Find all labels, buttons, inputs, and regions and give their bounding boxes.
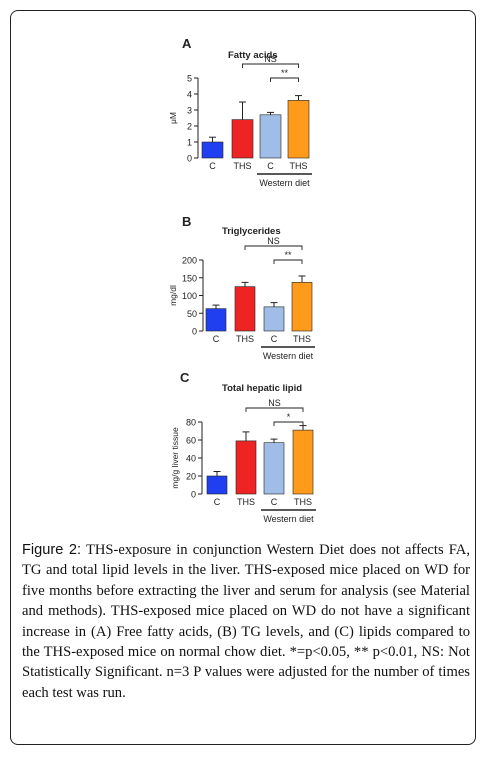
panel-a-bar <box>259 114 282 159</box>
panel-b-category-label: THS <box>236 334 254 344</box>
panel-c-y-axis-label: mg/g liver tissue <box>170 427 180 489</box>
figure-caption: Figure 2: THS-exposure in conjunction We… <box>22 540 470 703</box>
panel-c-y-tick-label: 40 <box>186 454 196 464</box>
panel-a-category-label: C <box>209 161 216 171</box>
panel-c-title: Total hepatic lipid <box>222 383 302 394</box>
panel-b-y-tick-label: 50 <box>187 309 197 319</box>
panel-c-category-label: THS <box>237 497 255 507</box>
panel-a-category-label: THS <box>234 161 252 171</box>
panel-c-category-label: C <box>214 497 221 507</box>
panel-a-y-tick-label: 2 <box>187 122 192 132</box>
panel-c-category-label: C <box>271 497 278 507</box>
panel-c-significance-bracket <box>273 421 304 426</box>
panel-a-significance-bracket <box>242 63 299 68</box>
panel-a-y-tick-label: 0 <box>187 154 192 164</box>
panel-c-bar <box>263 442 285 495</box>
panel-b-category-label: C <box>271 334 278 344</box>
panel-a-y-tick-label: 5 <box>187 74 192 84</box>
panel-b-bar <box>205 308 227 332</box>
panel-b-significance-bracket <box>244 245 303 250</box>
panel-a-significance-bracket <box>270 77 299 82</box>
panel-a-category-label: THS <box>290 161 308 171</box>
panel-c-significance-label: * <box>287 412 291 422</box>
panel-c-y-tick-label: 60 <box>186 436 196 446</box>
panel-b-y-tick-label: 0 <box>192 327 197 337</box>
panel-c-bar <box>292 429 314 495</box>
panel-b-bar <box>234 286 256 332</box>
panel-b-title: Triglycerides <box>222 226 281 237</box>
panel-a-significance-label: ** <box>281 68 289 78</box>
panel-b-y-tick-label: 150 <box>182 273 197 283</box>
panel-a-y-tick-label: 1 <box>187 138 192 148</box>
panel-c-y-tick-label: 0 <box>191 490 196 500</box>
panel-b-significance-label: NS <box>267 236 280 246</box>
panel-b-group-label: Western diet <box>263 351 314 361</box>
panel-c-bar <box>206 475 228 495</box>
panel-c-significance-bracket <box>245 407 304 412</box>
panel-a-bar <box>231 119 254 159</box>
panel-b-letter: B <box>182 214 191 229</box>
panel-a-y-tick-label: 4 <box>187 90 192 100</box>
panel-c-category-label: THS <box>294 497 312 507</box>
panel-b-y-tick-label: 100 <box>182 291 197 301</box>
panel-c-y-tick-label: 20 <box>186 472 196 482</box>
panel-b-bar <box>291 282 313 332</box>
panel-a-y-tick-label: 3 <box>187 106 192 116</box>
panel-c-letter: C <box>180 370 190 385</box>
panel-a-group-label: Western diet <box>259 178 310 188</box>
panel-b-significance-bracket <box>273 259 303 264</box>
panel-c-y-tick-label: 80 <box>186 418 196 428</box>
panel-c-group-label: Western diet <box>263 514 314 524</box>
panel-b-bar <box>263 306 285 332</box>
panel-b-y-axis-label: mg/dl <box>168 285 178 306</box>
panel-b-significance-label: ** <box>284 250 292 260</box>
panel-a-category-label: C <box>267 161 274 171</box>
panel-b-category-label: THS <box>293 334 311 344</box>
panel-b-category-label: C <box>213 334 220 344</box>
panel-c-bar <box>235 440 257 495</box>
panel-a-significance-label: NS <box>264 54 277 64</box>
panel-a-title: Fatty acids <box>228 50 278 61</box>
panel-a-bar <box>287 100 310 159</box>
caption-label: Figure 2: <box>22 542 82 558</box>
panel-a-y-axis-label: μM <box>168 112 178 124</box>
panel-c-significance-label: NS <box>268 398 281 408</box>
panel-b-y-tick-label: 200 <box>182 256 197 266</box>
figure-charts: A Fatty acids 0 1 2 3 4 5 μM C THS C THS Western diet… <box>168 36 316 524</box>
panel-a-letter: A <box>182 36 192 51</box>
caption-text: THS-exposure in conjunction Western Diet… <box>22 542 470 701</box>
panel-a-bar <box>201 141 224 159</box>
